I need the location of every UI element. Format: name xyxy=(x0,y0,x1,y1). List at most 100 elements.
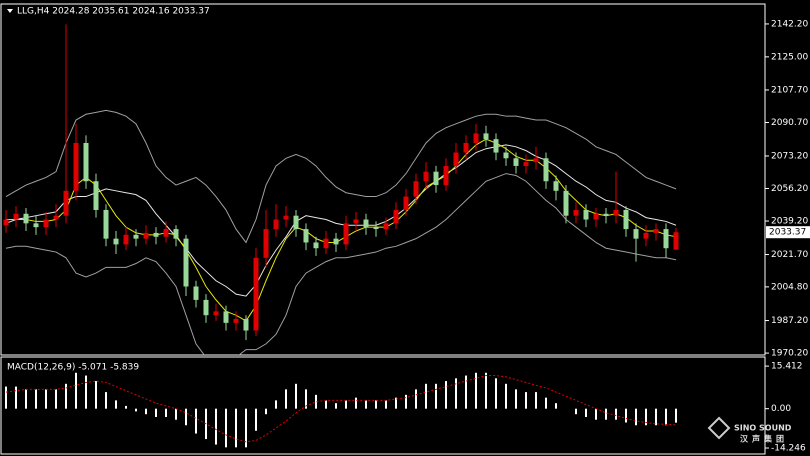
y-tick-label: 2021.70 xyxy=(771,250,808,260)
main-pane xyxy=(0,3,766,356)
candle-body xyxy=(553,181,559,191)
macd-bar xyxy=(495,378,497,409)
macd-bar xyxy=(345,400,347,409)
macd-bar xyxy=(285,389,287,409)
candle-body xyxy=(153,232,159,237)
last-price-box xyxy=(766,226,810,239)
candle-body xyxy=(363,219,369,228)
macd-bar xyxy=(215,408,217,445)
macd-bar xyxy=(255,408,257,431)
macd-bar xyxy=(415,389,417,409)
watermark-name: SINO SOUND xyxy=(734,424,792,433)
macd-bar xyxy=(55,389,57,409)
candle-body xyxy=(93,181,99,210)
candle-body xyxy=(213,311,219,316)
macd-bar xyxy=(335,403,337,409)
macd-bar xyxy=(625,408,627,423)
candle-body xyxy=(273,219,279,230)
y-tick-label: 2004.80 xyxy=(771,282,808,292)
candle-body xyxy=(63,190,69,216)
signal-line xyxy=(5,375,677,443)
macd-bar xyxy=(165,408,167,417)
macd-bar xyxy=(135,408,137,412)
candle-body xyxy=(333,238,339,245)
macd-bar xyxy=(185,408,187,426)
candle-body xyxy=(533,158,539,163)
chart-title: LLG,H4 2024.28 2035.61 2024.16 2033.37 xyxy=(17,7,210,17)
macd-bar xyxy=(405,394,407,409)
candle-body xyxy=(653,229,659,233)
macd-bar xyxy=(365,400,367,409)
macd-bar xyxy=(115,400,117,409)
macd-bar xyxy=(545,397,547,409)
macd-bar xyxy=(245,408,247,448)
overlay-line xyxy=(6,138,677,322)
candle-body xyxy=(123,234,129,245)
candle-body xyxy=(443,165,449,186)
candle-body xyxy=(293,215,299,230)
candle-body xyxy=(413,181,419,197)
macd-bar xyxy=(575,408,577,415)
macd-bar xyxy=(515,389,517,409)
macd-bar xyxy=(155,408,157,417)
axes: 2142.20 2125.00 2107.70 2090.70 2073.20 2056.… xyxy=(765,19,810,454)
candle-body xyxy=(613,209,619,216)
candle-body xyxy=(423,171,429,182)
candle-body xyxy=(223,311,229,323)
candle-body xyxy=(53,215,59,220)
macd-bar xyxy=(455,378,457,409)
macd-bar xyxy=(675,408,677,423)
macd-pane xyxy=(0,356,766,455)
candle-body xyxy=(383,223,389,230)
macd-bar xyxy=(275,400,277,409)
candle-body xyxy=(603,213,609,216)
candle-body xyxy=(493,139,499,153)
candle-body xyxy=(343,223,349,245)
candle-body xyxy=(463,142,469,153)
macd-bar xyxy=(635,408,637,426)
macd-bar xyxy=(535,392,537,409)
candle-body xyxy=(673,232,679,250)
candle-body xyxy=(433,171,439,186)
candle-body xyxy=(453,152,459,166)
candle-body xyxy=(43,219,49,228)
macd-bar xyxy=(235,408,237,448)
candle-body xyxy=(633,229,639,239)
candle-body xyxy=(373,227,379,230)
candle-body xyxy=(183,238,189,287)
macd-bar xyxy=(385,400,387,409)
candle-body xyxy=(623,209,629,230)
candle-body xyxy=(543,158,549,182)
macd-bar xyxy=(125,405,127,409)
candle-body xyxy=(243,319,249,331)
macd-bar xyxy=(605,408,607,420)
macd-bar xyxy=(445,381,447,409)
macd-bar xyxy=(265,408,267,415)
candle-body xyxy=(573,209,579,216)
y-tick-label: 2125.00 xyxy=(771,52,808,62)
macd-bar xyxy=(585,408,587,417)
overlay-line xyxy=(5,173,677,355)
candle-body xyxy=(103,209,109,239)
candle-body xyxy=(23,213,29,224)
y-tick-label: 15.412 xyxy=(771,362,803,372)
y-tick-label: 1987.20 xyxy=(771,316,808,326)
candle-body xyxy=(523,162,529,166)
macd-bar xyxy=(15,386,17,409)
candle-body xyxy=(203,299,209,316)
main-plot xyxy=(3,24,679,355)
macd-bar xyxy=(45,389,47,409)
candle-body xyxy=(173,229,179,239)
menu-arrow xyxy=(7,9,13,13)
candle-body xyxy=(403,196,409,210)
macd-bar xyxy=(35,389,37,409)
candle-body xyxy=(583,209,589,220)
y-tick-label: 0.00 xyxy=(771,404,791,414)
y-tick-label: 2107.70 xyxy=(771,85,808,95)
candle-body xyxy=(253,257,259,331)
macd-bar xyxy=(615,408,617,420)
candle-body xyxy=(353,219,359,224)
macd-bar xyxy=(475,372,477,409)
